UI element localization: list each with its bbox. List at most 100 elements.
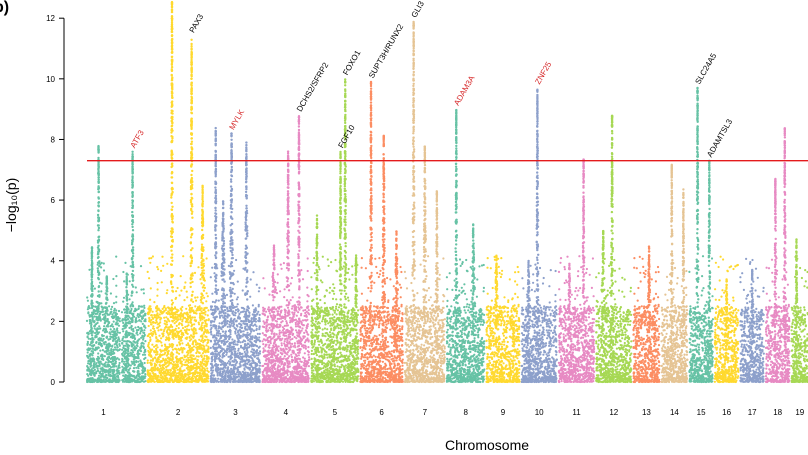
snp-point (111, 325, 115, 328)
snp-point (136, 340, 139, 343)
snp-point (168, 320, 171, 323)
snp-point (128, 298, 131, 301)
snp-point (111, 323, 114, 326)
snp-point (157, 360, 160, 363)
snp-peak-point (231, 304, 235, 307)
snp-peak-point (170, 196, 173, 199)
snp-point (234, 332, 237, 335)
snp-point (219, 378, 222, 381)
snp-point (165, 316, 168, 319)
snp-point (198, 323, 201, 326)
snp-point (148, 309, 151, 313)
snp-point (146, 379, 149, 382)
snp-point (248, 366, 251, 370)
snp-point (122, 347, 125, 350)
snp-peak-point (230, 211, 233, 214)
snp-point (225, 351, 228, 354)
snp-point (176, 313, 179, 316)
snp-point (96, 364, 99, 367)
snp-point (233, 372, 236, 375)
snp-peak-point (171, 109, 174, 113)
snp-point (176, 368, 179, 371)
snp-point (258, 332, 261, 335)
snp-point (185, 363, 189, 366)
snp-peak-point (202, 277, 206, 280)
snp-peak-point (170, 90, 174, 93)
snp-peak-point (190, 89, 193, 93)
snp-point (240, 379, 243, 382)
snp-point (232, 375, 235, 378)
snp-peak-point (170, 151, 174, 154)
snp-point (179, 358, 182, 361)
snp-point (211, 366, 214, 369)
snp-point (109, 360, 112, 363)
snp-peak-point (170, 73, 173, 77)
snp-peak-point (104, 340, 107, 344)
snp-peak-point (231, 306, 234, 309)
snp-peak-point (126, 349, 129, 352)
snp-peak-point (201, 208, 204, 211)
snp-point (111, 305, 114, 308)
snp-point (158, 309, 161, 312)
snp-point (135, 344, 139, 347)
snp-point (226, 380, 229, 384)
snp-point (211, 355, 214, 359)
snp-point (212, 313, 215, 316)
snp-point (135, 375, 138, 378)
snp-point (110, 330, 114, 333)
snp-point (110, 374, 113, 377)
snp-point (203, 354, 206, 357)
snp-point (121, 380, 125, 383)
snp-point (228, 335, 231, 338)
snp-point (113, 352, 116, 355)
snp-peak-point (131, 269, 135, 273)
snp-point (148, 346, 151, 349)
snp-point (174, 327, 177, 330)
snp-peak-point (201, 312, 204, 315)
snp-peak-point (105, 298, 109, 301)
snp-peak-point (171, 186, 174, 190)
snp-point (206, 367, 209, 370)
snp-point (258, 313, 261, 316)
snp-point (128, 371, 131, 374)
snp-point (194, 370, 197, 373)
snp-point (162, 330, 165, 333)
snp-point (140, 305, 143, 308)
snp-point (143, 333, 146, 337)
snp-point (202, 344, 205, 347)
snp-point (219, 367, 222, 370)
snp-peak-point (131, 191, 134, 194)
snp-point (128, 311, 131, 315)
snp-point (115, 301, 118, 304)
snp-point (158, 340, 161, 343)
snp-point (114, 340, 117, 343)
snp-peak-point (202, 289, 206, 292)
snp-point (172, 365, 175, 368)
snp-point (163, 316, 166, 319)
snp-point (108, 305, 111, 308)
snp-peak-point (199, 307, 203, 310)
snp-peak-point (103, 375, 107, 378)
snp-point (122, 296, 126, 299)
snp-peak-point (125, 273, 128, 276)
snp-point (216, 374, 219, 377)
snp-point (174, 313, 177, 316)
snp-point (165, 368, 168, 371)
snp-point (229, 333, 232, 336)
snp-point (175, 324, 178, 327)
snp-peak-point (214, 346, 217, 350)
snp-point (164, 323, 168, 326)
snp-peak-point (170, 3, 174, 6)
snp-point (181, 331, 184, 334)
snp-point (216, 379, 219, 382)
snp-point (157, 375, 160, 378)
snp-peak-point (190, 163, 193, 166)
snp-point (218, 353, 221, 356)
snp-point (154, 367, 158, 370)
snp-point (138, 363, 141, 366)
snp-peak-point (214, 256, 218, 260)
snp-peak-point (131, 225, 134, 229)
snp-point (175, 372, 179, 375)
snp-peak-point (190, 207, 193, 211)
snp-peak-point (190, 212, 194, 215)
